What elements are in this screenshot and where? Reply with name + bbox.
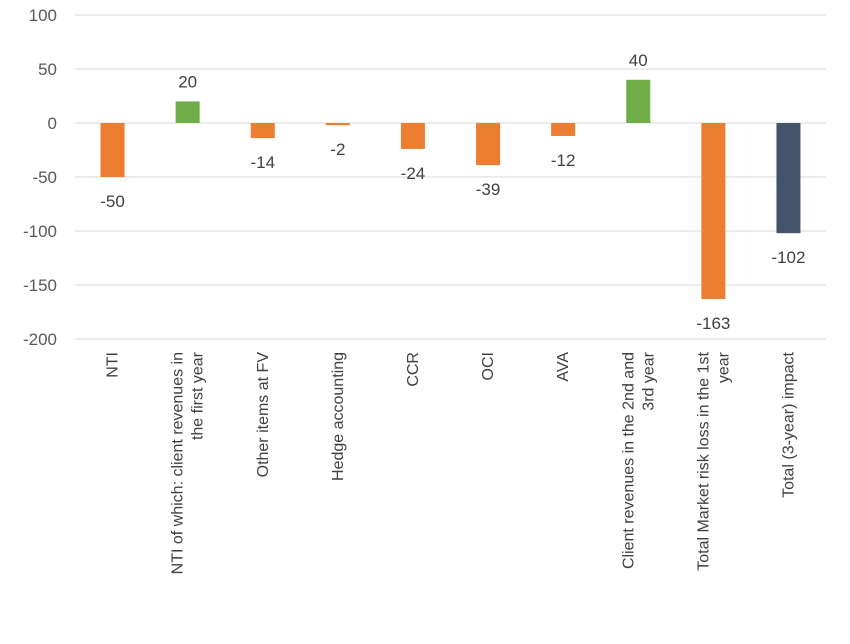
bar <box>476 123 501 166</box>
y-tick-label: -200 <box>23 330 57 349</box>
category-label: AVA <box>555 352 572 382</box>
bar <box>400 123 425 149</box>
category-label-line: OCI <box>480 352 497 380</box>
y-tick-label: 50 <box>38 60 57 79</box>
data-label: 40 <box>629 51 648 70</box>
category-label: NTI of which: client revenues in the firs… <box>170 351 207 574</box>
data-label: -102 <box>771 248 805 267</box>
data-label: -163 <box>696 314 730 333</box>
data-label: -39 <box>476 180 501 199</box>
y-axis-tick-labels: 100 50 0 -50 -100 -150 -200 <box>23 6 57 349</box>
data-label: -24 <box>401 164 426 183</box>
bar <box>325 123 350 126</box>
category-label-line: 3rd year <box>640 351 657 410</box>
category-label-line: NTI of which: client revenues in <box>170 352 187 574</box>
bar <box>551 123 576 136</box>
category-label: Hedge accounting <box>330 352 347 481</box>
y-tick-label: -150 <box>23 276 57 295</box>
category-labels: NTI NTI of which: client revenues in the f… <box>105 351 798 574</box>
category-label-line: Total (3-year) impact <box>780 351 797 497</box>
data-labels: -50 20 -14 -2 -24 -39 -12 40 -163 -102 <box>100 51 805 333</box>
category-label: Total Market risk loss in the 1st year <box>695 351 732 570</box>
bar <box>175 101 200 123</box>
bar <box>701 123 726 300</box>
y-tick-label: -100 <box>23 222 57 241</box>
category-label-line: Total Market risk loss in the 1st <box>695 351 712 570</box>
category-label-line: NTI <box>105 352 122 378</box>
y-tick-label: 0 <box>48 114 57 133</box>
category-label: NTI <box>105 352 122 378</box>
category-label-line: year <box>715 351 732 383</box>
bar <box>776 123 801 234</box>
category-label-line: Client revenues in the 2nd and <box>620 352 637 569</box>
category-label-line: the first year <box>190 351 207 440</box>
category-label: Total (3-year) impact <box>780 351 797 497</box>
category-label: CCR <box>405 352 422 387</box>
bar <box>626 79 651 123</box>
y-tick-label: 100 <box>29 6 57 25</box>
category-label-line: AVA <box>555 352 572 382</box>
y-tick-label: -50 <box>32 168 57 187</box>
bar <box>100 123 125 177</box>
data-label: -50 <box>100 192 125 211</box>
gridlines <box>75 14 826 340</box>
bars <box>100 79 801 300</box>
data-label: -2 <box>330 140 345 159</box>
data-label: 20 <box>178 72 197 91</box>
category-label: OCI <box>480 352 497 380</box>
category-label: Other items at FV <box>255 352 272 478</box>
category-label-line: Hedge accounting <box>330 352 347 481</box>
category-label-line: CCR <box>405 352 422 387</box>
bar <box>250 123 275 139</box>
data-label: -12 <box>551 151 576 170</box>
category-label-line: Other items at FV <box>255 352 272 478</box>
data-label: -14 <box>250 153 275 172</box>
category-label: Client revenues in the 2nd and 3rd year <box>620 351 657 569</box>
